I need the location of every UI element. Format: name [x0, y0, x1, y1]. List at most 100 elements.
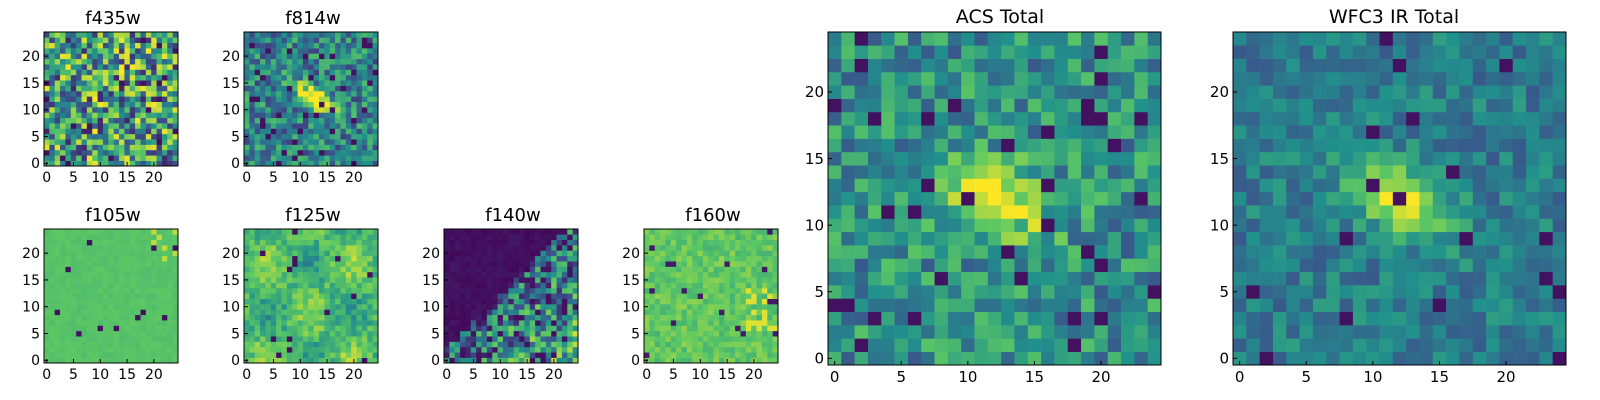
heatmap-cell [361, 298, 368, 305]
heatmap-cell [135, 352, 141, 358]
heatmap-cell [460, 271, 466, 278]
heatmap-cell [172, 80, 179, 86]
heatmap-cell [854, 191, 869, 206]
heatmap-cell [881, 98, 895, 113]
heatmap-cell [1121, 151, 1135, 166]
heatmap-cell [102, 277, 109, 283]
heatmap-cell [670, 239, 677, 246]
heatmap-cell [97, 69, 104, 76]
heatmap-cell [44, 320, 50, 326]
heatmap-cell [97, 74, 104, 81]
heatmap-cell [281, 155, 288, 161]
heatmap-cell [649, 287, 656, 294]
heatmap-cell [513, 277, 520, 283]
heatmap-cell [1366, 151, 1380, 166]
heatmap-cell [249, 101, 256, 108]
heatmap-cell [313, 139, 320, 145]
heatmap-cell [76, 287, 82, 294]
heatmap-cell [567, 352, 573, 358]
heatmap-cell [76, 309, 82, 316]
heatmap-cell [535, 341, 541, 348]
heatmap-cell [129, 239, 136, 246]
heatmap-cell [86, 352, 93, 358]
heatmap-cell [497, 304, 504, 310]
heatmap-cell [987, 245, 1002, 259]
heatmap-cell [1001, 71, 1015, 86]
heatmap-cell [1392, 191, 1407, 206]
heatmap-cell [49, 117, 56, 124]
heatmap-cell [665, 330, 672, 337]
heatmap-cell [692, 309, 698, 316]
heatmap-cell [502, 234, 509, 241]
heatmap-cell [740, 330, 747, 337]
heatmap-cell [254, 139, 261, 145]
heatmap-cell [708, 336, 714, 342]
heatmap-cell [513, 282, 520, 289]
heatmap-cell [308, 304, 314, 310]
heatmap-cell [156, 336, 163, 342]
heatmap-cell [172, 341, 179, 348]
heatmap-cell [145, 90, 152, 97]
heatmap-cell [492, 261, 498, 267]
heatmap-cell [1552, 231, 1567, 246]
heatmap-cell [1014, 45, 1029, 59]
heatmap-cell [81, 69, 88, 76]
heatmap-cell [86, 266, 93, 273]
heatmap-cell [756, 325, 763, 332]
heatmap-cell [108, 48, 114, 54]
heatmap-cell [719, 346, 725, 353]
heatmap-cell [119, 42, 125, 49]
heatmap-cell [172, 37, 179, 44]
heatmap-cell [519, 266, 525, 273]
heatmap-cell [345, 229, 352, 235]
heatmap-cell [260, 245, 266, 251]
heatmap-cell [135, 255, 141, 262]
heatmap-cell [1312, 138, 1327, 153]
heatmap-cell [319, 80, 325, 86]
heatmap-cell [319, 64, 325, 70]
heatmap-cell [286, 293, 293, 299]
heatmap-cell [1472, 178, 1487, 193]
heatmap-cell [356, 149, 363, 156]
heatmap-cell [70, 234, 77, 241]
heatmap-cell [161, 112, 168, 119]
heatmap-cell [44, 346, 50, 353]
heatmap-cell [465, 346, 472, 353]
heatmap-cell [319, 74, 325, 81]
heatmap-cell [551, 261, 557, 267]
heatmap-cell [156, 133, 163, 140]
heatmap-cell [65, 144, 72, 151]
heatmap-cell [1326, 325, 1340, 339]
heatmap-cell [535, 309, 541, 316]
heatmap-cell [167, 32, 173, 38]
heatmap-cell [735, 255, 741, 262]
heatmap-cell [686, 261, 693, 267]
heatmap-cell [140, 341, 147, 348]
heatmap-cell [545, 293, 552, 299]
heatmap-cell [486, 336, 493, 342]
heatmap-cell [961, 271, 975, 286]
heatmap-cell [70, 330, 77, 337]
heatmap-cell [529, 346, 536, 353]
heatmap-cell [270, 112, 277, 119]
heatmap-cell [1312, 338, 1327, 352]
heatmap-cell [372, 229, 379, 235]
heatmap-cell [113, 298, 120, 305]
heatmap-cell [551, 266, 557, 273]
heatmap-cell [286, 346, 293, 353]
heatmap-cell [1259, 218, 1274, 233]
heatmap-cell [702, 325, 709, 332]
heatmap-cell [244, 255, 250, 262]
heatmap-cell [713, 330, 720, 337]
heatmap-cell [156, 245, 163, 251]
heatmap-cell [735, 245, 741, 251]
heatmap-cell [724, 341, 731, 348]
heatmap-cell [492, 304, 498, 310]
heatmap-cell [1286, 165, 1300, 179]
heatmap-cell [1054, 205, 1069, 219]
heatmap-cell [161, 320, 168, 326]
heatmap-cell [561, 239, 568, 246]
heatmap-cell [276, 139, 282, 145]
heatmap-cell [145, 271, 152, 278]
heatmap-cell [676, 250, 682, 257]
